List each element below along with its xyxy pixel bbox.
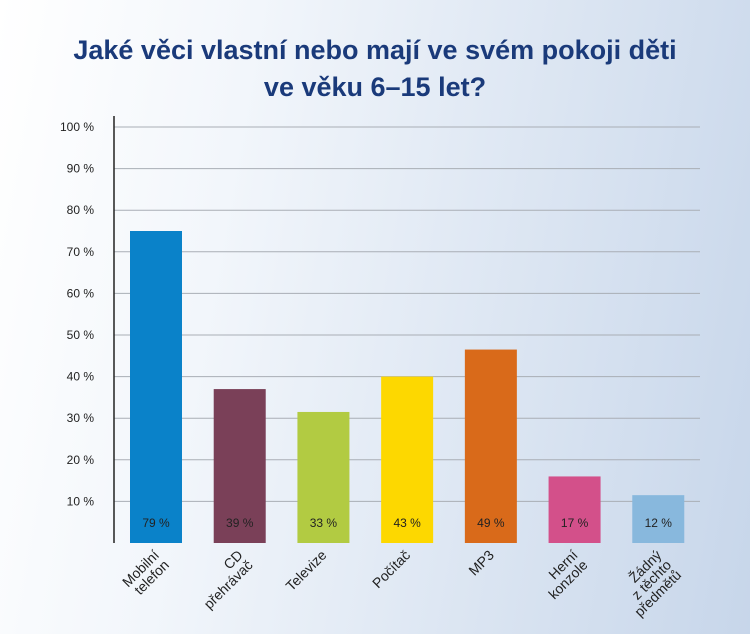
data-label: 39 % xyxy=(226,516,254,530)
y-tick-label: 40 % xyxy=(67,370,95,384)
bar xyxy=(130,231,182,543)
y-tick-label: 100 % xyxy=(60,120,94,134)
x-tick-label: CDpřehrávač xyxy=(190,547,255,612)
data-label: 33 % xyxy=(310,516,338,530)
x-tick-label: Televize xyxy=(282,547,329,594)
bar xyxy=(213,389,266,543)
y-tick-label: 80 % xyxy=(67,203,95,217)
data-label: 43 % xyxy=(393,516,421,530)
chart-title-line-1: Jaké věci vlastní nebo mají ve svém poko… xyxy=(73,35,677,65)
bar xyxy=(381,376,434,543)
data-label: 79 % xyxy=(142,516,170,530)
x-tick-label: Mobilnítelefon xyxy=(119,547,172,600)
bar xyxy=(548,476,601,543)
data-label: 49 % xyxy=(477,516,505,530)
bar xyxy=(632,495,685,543)
y-tick-label: 20 % xyxy=(67,453,95,467)
x-tick-label: Herníkonzole xyxy=(535,547,590,602)
bar xyxy=(297,411,350,543)
data-label: 12 % xyxy=(645,516,673,530)
y-tick-label: 10 % xyxy=(67,494,95,508)
x-tick-label: MP3 xyxy=(465,547,497,579)
y-tick-label: 90 % xyxy=(67,162,95,176)
y-tick-label: 30 % xyxy=(67,411,95,425)
x-tick-label: Žádnýz těchtopředmětů xyxy=(611,547,684,620)
chart-title: Jaké věci vlastní nebo mají ve svém poko… xyxy=(0,32,750,106)
y-tick-label: 70 % xyxy=(67,245,95,259)
bar xyxy=(464,349,517,543)
data-label: 17 % xyxy=(561,516,589,530)
chart-title-line-2: ve věku 6–15 let? xyxy=(263,72,487,102)
y-tick-label: 60 % xyxy=(67,286,95,300)
y-tick-label: 50 % xyxy=(67,328,95,342)
x-tick-label: Počítač xyxy=(369,547,413,591)
